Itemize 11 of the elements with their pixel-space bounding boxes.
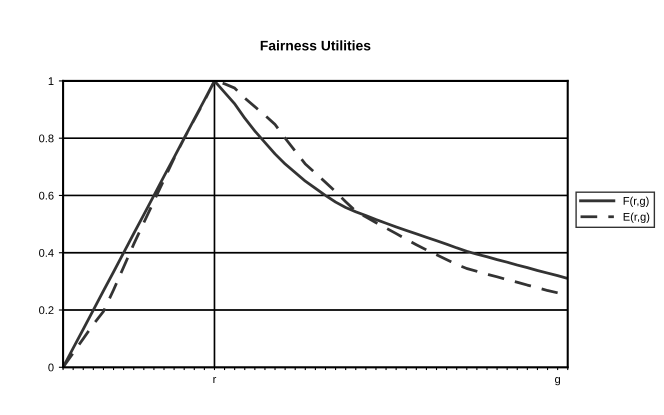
x-tick-label: r	[213, 376, 216, 383]
y-tick-label: 0	[48, 364, 54, 372]
x-tick-label: g	[555, 377, 560, 386]
y-tick-label: 1	[48, 77, 54, 85]
y-tick-label: 0.6	[39, 192, 54, 200]
y-tick-label: 0.8	[39, 134, 54, 142]
legend-label: F(r,g)	[624, 196, 649, 208]
y-tick-label: 0.2	[39, 306, 54, 314]
y-tick-label: 0.4	[39, 249, 54, 257]
legend-label: E(r,g)	[624, 212, 650, 223]
chart-title: Fairness Utilities	[260, 40, 370, 51]
